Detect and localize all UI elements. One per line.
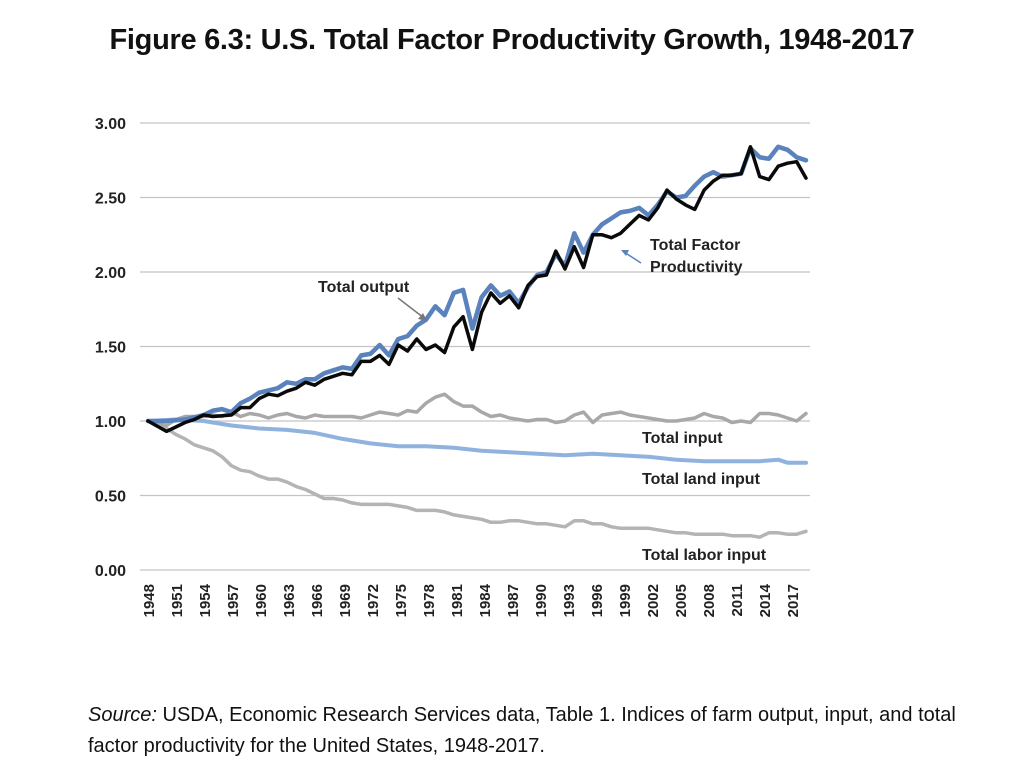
x-tick-label: 1966 <box>309 584 326 617</box>
y-tick-label: 1.50 <box>95 340 126 357</box>
figure-title: Figure 6.3: U.S. Total Factor Productivi… <box>109 24 915 56</box>
gridlines <box>140 122 810 571</box>
source-note: Source: USDA, Economic Research Services… <box>88 700 968 762</box>
annotation-label-output: Total output <box>318 279 410 296</box>
annotation-arrowhead-tfp <box>621 250 629 256</box>
y-tick-label: 0.00 <box>95 563 126 580</box>
y-tick-label: 2.00 <box>95 265 126 282</box>
annotation-label-tfp: Productivity <box>650 259 743 276</box>
annotation-arrowhead-output <box>418 313 427 321</box>
x-tick-label: 2014 <box>757 583 774 617</box>
y-tick-label: 2.50 <box>95 191 126 208</box>
x-tick-label: 1954 <box>197 583 214 617</box>
series-lines <box>145 144 809 539</box>
x-tick-label: 1990 <box>533 584 550 617</box>
series-line-tfp <box>145 144 809 424</box>
x-tick-label: 1975 <box>393 584 410 617</box>
x-tick-label: 1978 <box>421 584 438 617</box>
y-axis-ticks: 0.00 0.50 1.00 1.50 2.00 2.50 3.00 <box>95 116 126 580</box>
x-tick-label: 2008 <box>701 584 718 617</box>
x-tick-label: 2017 <box>785 584 802 617</box>
annotation-label-input: Total input <box>642 430 723 447</box>
y-tick-label: 0.50 <box>95 489 126 506</box>
x-tick-label: 2005 <box>673 584 690 617</box>
x-tick-label: 1969 <box>337 584 354 617</box>
x-tick-label: 1987 <box>505 584 522 617</box>
x-axis-ticks: 1948 1951 1954 1957 1960 1963 1966 1969 1972 1975… <box>141 583 802 617</box>
x-tick-label: 1984 <box>477 583 494 617</box>
x-tick-label: 1981 <box>449 584 466 617</box>
y-tick-label: 3.00 <box>95 116 126 133</box>
x-tick-label: 1951 <box>169 584 186 617</box>
x-tick-label: 1996 <box>589 584 606 617</box>
x-tick-label: 1963 <box>281 584 298 617</box>
source-text: USDA, Economic Research Services data, T… <box>88 704 956 757</box>
annotation-arrow-output <box>397 297 425 319</box>
series-line-land <box>146 417 808 465</box>
x-tick-label: 1957 <box>225 584 242 617</box>
annotation-label-tfp: Total Factor <box>650 237 740 254</box>
series-line-labor <box>146 419 808 539</box>
annotation-label-land: Total land input <box>642 471 761 488</box>
series-line-output <box>146 145 808 434</box>
series-line-input <box>146 392 808 428</box>
x-tick-label: 1993 <box>561 584 578 617</box>
annotation-label-labor: Total labor input <box>642 547 767 564</box>
x-tick-label: 1948 <box>141 584 158 617</box>
x-tick-label: 2002 <box>645 584 662 617</box>
x-tick-label: 1960 <box>253 584 270 617</box>
y-tick-label: 1.00 <box>95 414 126 431</box>
x-tick-label: 1972 <box>365 584 382 617</box>
x-tick-label: 2011 <box>729 584 746 617</box>
annotations: Total Factor Productivity Total output Tota… <box>318 237 767 564</box>
x-tick-label: 1999 <box>617 584 634 617</box>
source-label: Source: <box>88 704 157 726</box>
